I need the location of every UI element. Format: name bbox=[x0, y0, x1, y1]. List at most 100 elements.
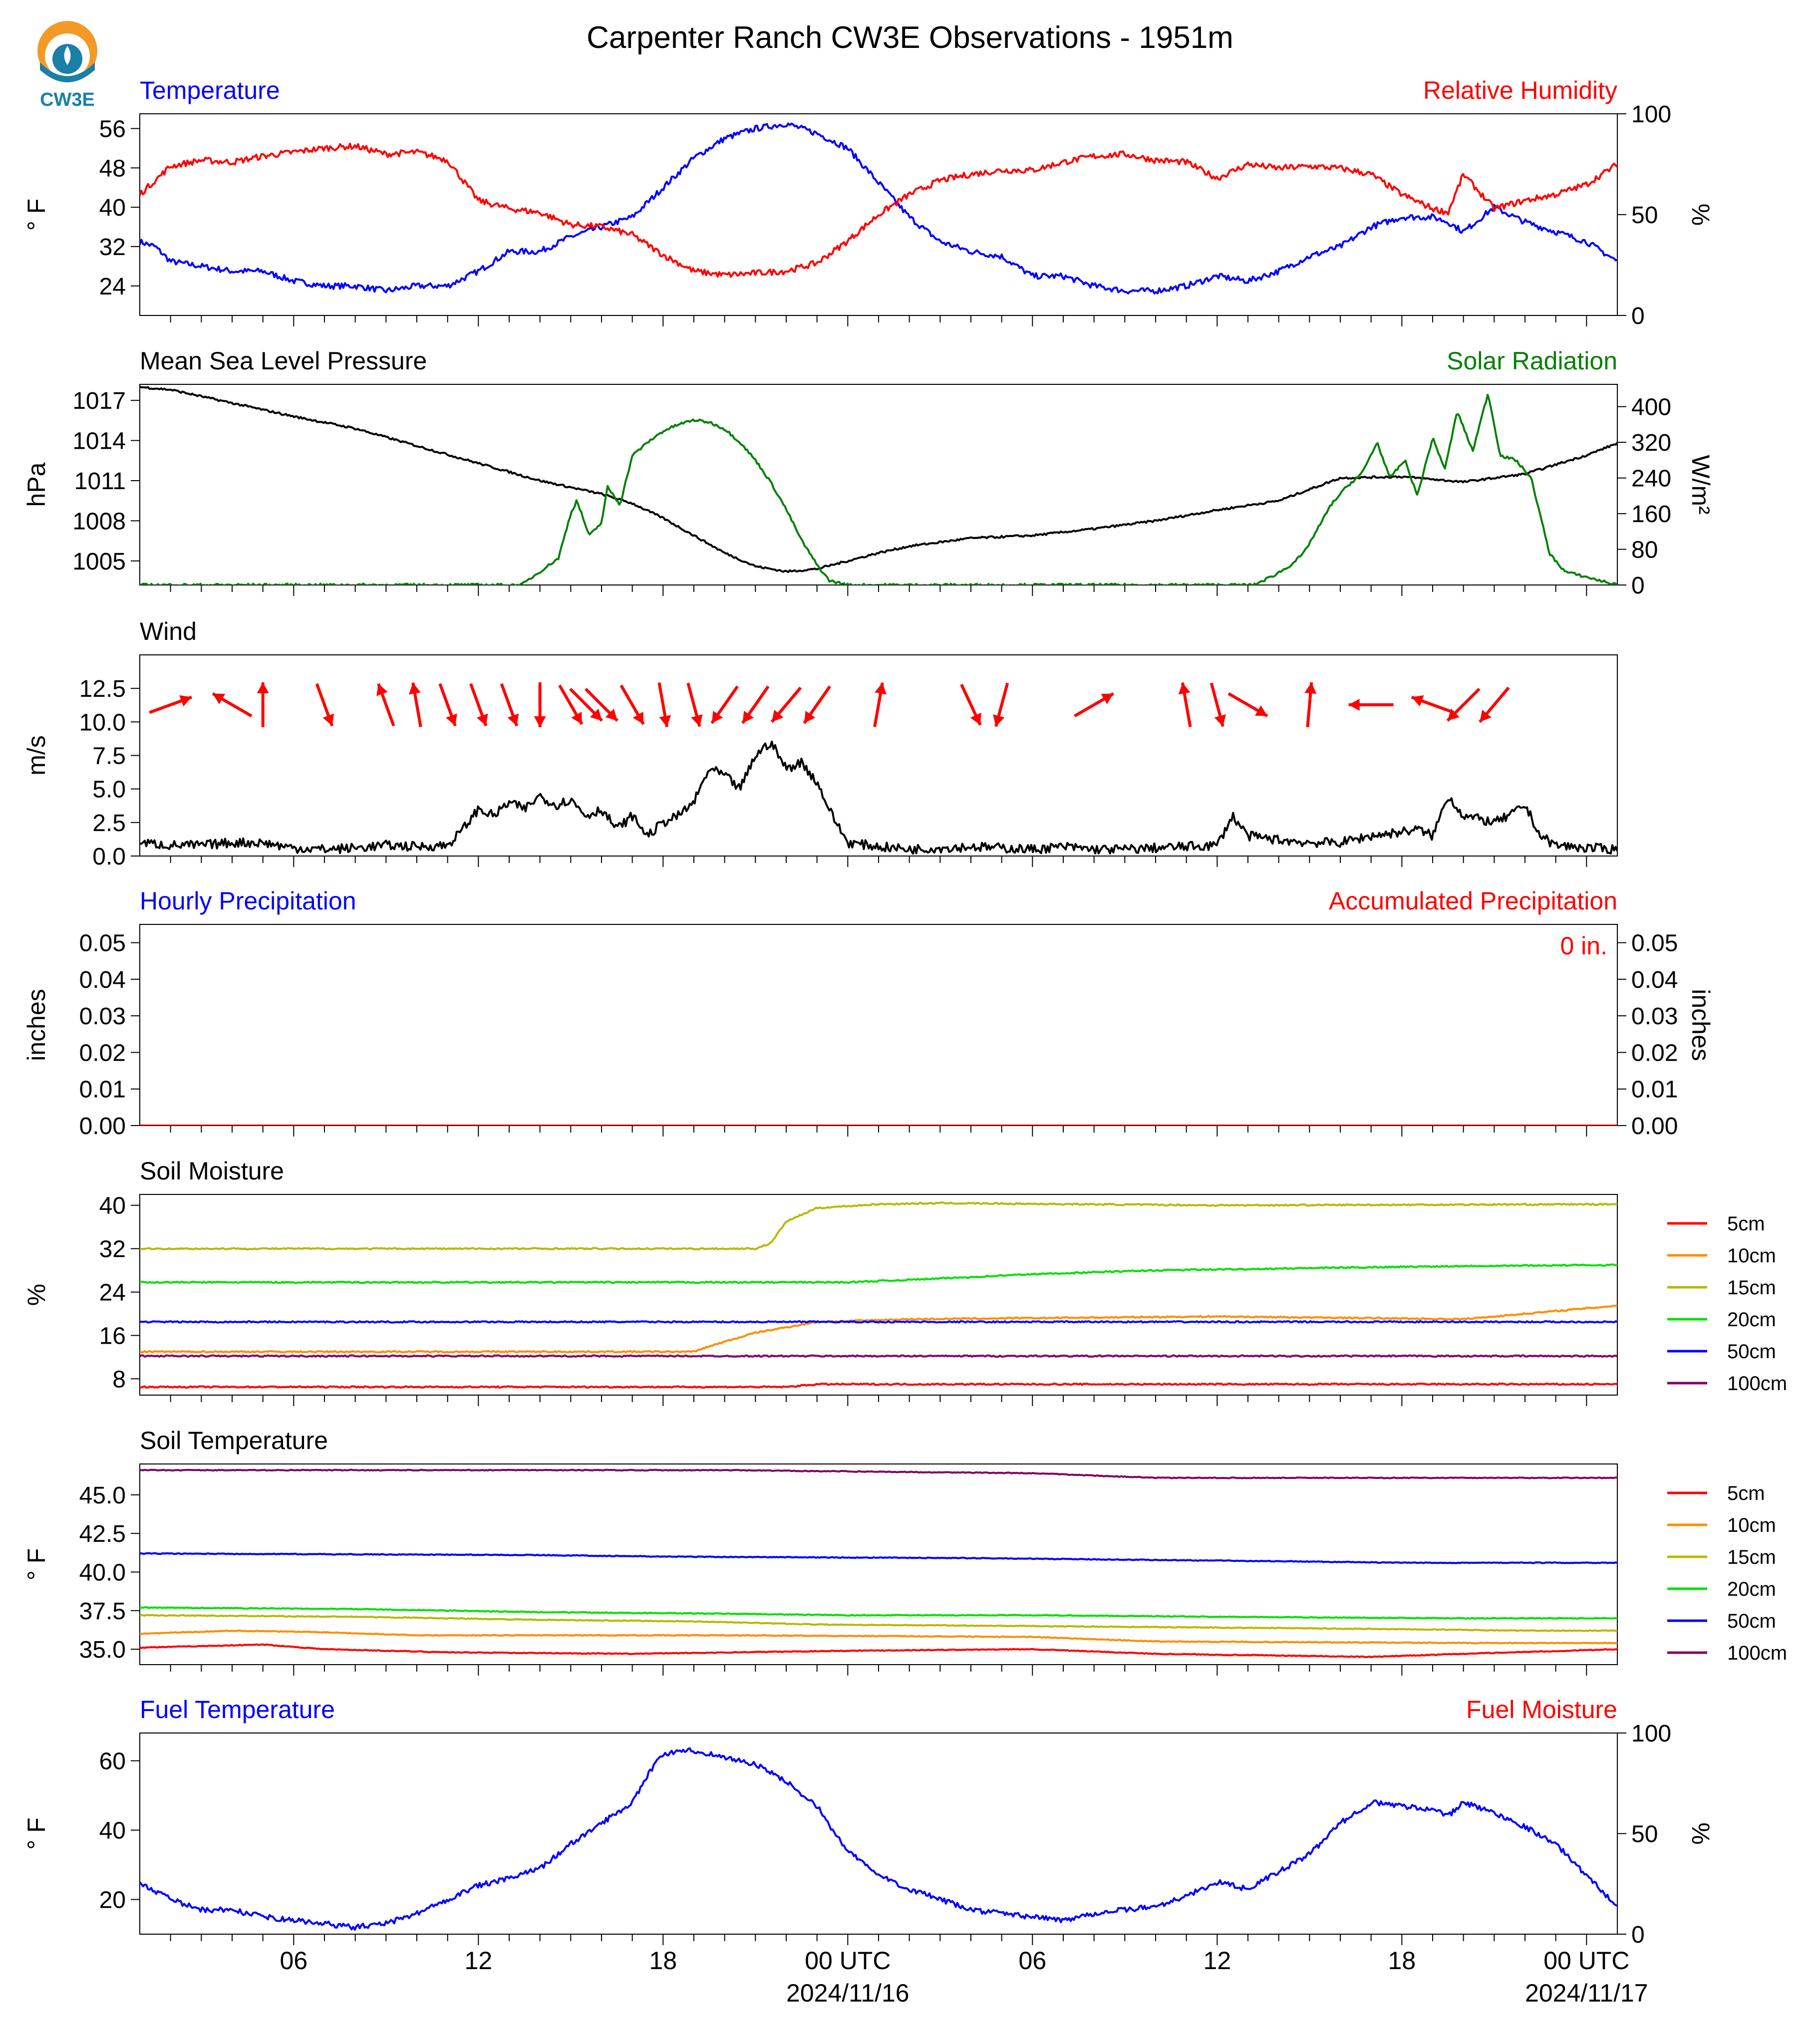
series-line-fuel-temperature bbox=[140, 1747, 1617, 1931]
series-line-relative-humidity bbox=[140, 142, 1617, 278]
series-group bbox=[140, 740, 1617, 855]
x-tick-label: 00 UTC bbox=[1543, 1947, 1629, 1975]
wind-arrow-head bbox=[970, 712, 981, 725]
wind-arrow-head bbox=[1214, 714, 1226, 727]
y-tick-label: 0.01 bbox=[79, 1077, 126, 1103]
series-line-50cm bbox=[140, 1552, 1617, 1564]
y-tick-label: 32 bbox=[99, 234, 126, 261]
wind-arrow-head bbox=[571, 711, 582, 724]
y-tick-label: 0.05 bbox=[79, 930, 126, 957]
y-tick-label-right: 0 bbox=[1631, 1922, 1645, 1948]
panel-title-right: Relative Humidity bbox=[1423, 76, 1617, 104]
y-axis-label: % bbox=[22, 1284, 50, 1306]
y-tick-label: 7.5 bbox=[92, 743, 126, 770]
y-tick-label: 40 bbox=[99, 1818, 126, 1844]
series-line-50cm bbox=[140, 1320, 1617, 1324]
y-axis-label: ° F bbox=[22, 199, 50, 231]
y-tick-label: 0.04 bbox=[79, 967, 126, 993]
panel-title-left: Fuel Temperature bbox=[140, 1696, 335, 1724]
plot-frame bbox=[139, 654, 1618, 857]
y-tick-label: 42.5 bbox=[79, 1521, 126, 1547]
series-line-temperature bbox=[140, 122, 1617, 294]
legend: 5cm 10cm 15cm 20cm 50cm 100cm bbox=[1667, 1482, 1787, 1664]
series-line-100cm bbox=[140, 1354, 1617, 1358]
y-tick-label-right: 50 bbox=[1631, 202, 1658, 229]
legend-label: 10cm bbox=[1727, 1245, 1776, 1267]
y-tick-label: 12.5 bbox=[79, 676, 126, 702]
wind-arrow bbox=[569, 688, 604, 722]
wind-arrow-head bbox=[875, 682, 887, 695]
y-tick-label: 40 bbox=[99, 195, 126, 221]
y-tick-label: 40.0 bbox=[79, 1559, 126, 1586]
chart-panel-5: Soil Moisture 8 16 24 32 40% 5cm 10cm 15cm 20cm 50… bbox=[22, 1157, 1787, 1406]
y-tick-label: 24 bbox=[99, 1280, 126, 1306]
series-line-wind-speed bbox=[140, 740, 1617, 855]
logo-text: CW3E bbox=[40, 89, 95, 110]
y-axis-label-right: % bbox=[1687, 204, 1715, 226]
y-tick-label-right: 0.03 bbox=[1631, 1003, 1678, 1030]
series-line-10cm bbox=[140, 1304, 1617, 1354]
wind-arrow-head bbox=[659, 715, 671, 727]
wind-arrow-head bbox=[1254, 705, 1267, 716]
wind-arrow bbox=[409, 682, 422, 727]
wind-arrow bbox=[500, 683, 519, 727]
series-group bbox=[140, 1468, 1617, 1659]
wind-arrow bbox=[803, 685, 831, 724]
panel-title-left: Soil Temperature bbox=[140, 1427, 328, 1454]
wind-arrow-head bbox=[711, 710, 723, 723]
wind-arrow bbox=[993, 682, 1009, 727]
wind-arrow-head bbox=[1101, 693, 1114, 704]
y-tick-label-right: 0.04 bbox=[1631, 967, 1678, 993]
wind-arrow bbox=[438, 683, 457, 727]
series-group bbox=[140, 1747, 1617, 1931]
wind-arrow bbox=[1210, 682, 1226, 727]
panel-title-left: Temperature bbox=[140, 76, 280, 104]
y-tick-label: 0.03 bbox=[79, 1003, 126, 1030]
panel-title-left: Mean Sea Level Pressure bbox=[140, 347, 427, 375]
chart-panel-3: Wind 0.0 2.5 5.0 7.5 10.0 12.5 m/s bbox=[22, 617, 1618, 870]
panel-title-left: Wind bbox=[140, 617, 197, 645]
y-tick-label: 35.0 bbox=[79, 1637, 126, 1663]
wind-arrow-head bbox=[590, 708, 602, 721]
wind-arrow-head bbox=[409, 682, 421, 695]
wind-arrow bbox=[257, 682, 269, 727]
y-tick-label: 45.0 bbox=[79, 1482, 126, 1509]
wind-arrow-head bbox=[632, 711, 644, 724]
y-tick-label: 37.5 bbox=[79, 1598, 126, 1625]
wind-arrow bbox=[212, 692, 253, 718]
wind-arrow-head bbox=[1178, 682, 1191, 695]
y-tick-label: 1011 bbox=[74, 468, 126, 495]
wind-arrow bbox=[741, 685, 770, 724]
panel-title-right: Accumulated Precipitation bbox=[1329, 887, 1617, 915]
x-tick-label: 12 bbox=[465, 1947, 493, 1975]
y-tick-label-right: 0 bbox=[1631, 303, 1645, 329]
legend-label: 50cm bbox=[1727, 1610, 1776, 1632]
legend-label: 100cm bbox=[1727, 1373, 1787, 1395]
wind-arrow-head bbox=[179, 695, 192, 707]
y-tick-label: 20 bbox=[99, 1887, 126, 1914]
legend-label: 50cm bbox=[1727, 1341, 1776, 1363]
y-tick-label: 8 bbox=[112, 1366, 126, 1393]
series-group bbox=[140, 122, 1617, 294]
wind-arrow bbox=[1411, 695, 1455, 714]
legend-label: 5cm bbox=[1727, 1482, 1765, 1504]
y-tick-label-right: 0.05 bbox=[1631, 930, 1678, 957]
plot-frame bbox=[139, 1194, 1618, 1396]
y-tick-label-right: 0.02 bbox=[1631, 1040, 1678, 1066]
wind-arrow bbox=[585, 688, 618, 722]
legend-label: 100cm bbox=[1727, 1642, 1787, 1664]
y-tick-label: 16 bbox=[99, 1323, 126, 1349]
wind-arrow-head bbox=[322, 713, 334, 726]
y-tick-label: 1017 bbox=[72, 388, 126, 414]
x-tick-label: 18 bbox=[1388, 1947, 1416, 1975]
series-line-10cm bbox=[140, 1629, 1617, 1645]
wind-arrow-head bbox=[213, 693, 226, 704]
wind-arrow bbox=[534, 682, 546, 727]
series-line-20cm bbox=[140, 1263, 1617, 1284]
wind-arrow-head bbox=[507, 713, 519, 726]
cw3e-logo-icon: CW3E bbox=[37, 21, 97, 110]
wind-arrow bbox=[710, 685, 739, 724]
series-line-5cm bbox=[140, 1382, 1617, 1389]
wind-arrow bbox=[1446, 688, 1481, 722]
y-tick-label: 32 bbox=[99, 1236, 126, 1263]
